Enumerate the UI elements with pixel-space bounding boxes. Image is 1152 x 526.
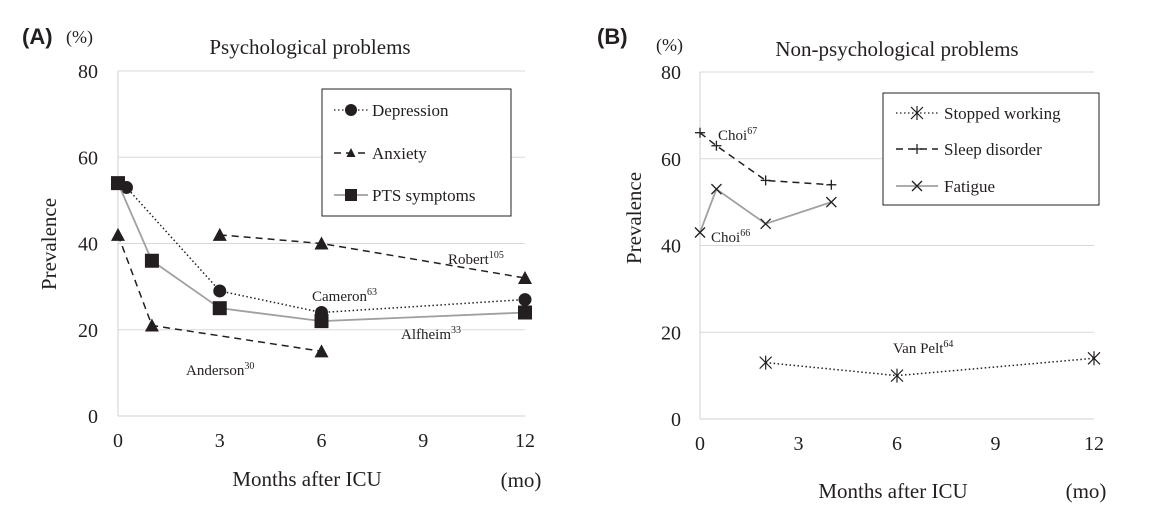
panel-b-ytick-40: 40 bbox=[661, 236, 681, 258]
panel-a-xtick-9: 9 bbox=[418, 430, 428, 452]
panel-a-xtick-3: 3 bbox=[215, 430, 225, 452]
panel-b-series-fatigue-point-3-stroke bbox=[825, 196, 837, 208]
panel-b-xtick-3: 3 bbox=[794, 433, 804, 455]
panel-b-series-fatigue-line bbox=[699, 187, 832, 233]
annotation-choi-67: Choi67 bbox=[718, 126, 757, 144]
panel-b-unit-label: (%) bbox=[656, 35, 683, 56]
panel-a-xtick-0: 0 bbox=[113, 430, 123, 452]
panel-a-series-pts-symptoms bbox=[111, 176, 532, 329]
legend-pts-marker bbox=[345, 189, 357, 201]
panel-a-title: Psychological problems bbox=[209, 35, 410, 59]
panel-b-series bbox=[694, 127, 1101, 383]
panel-b-legend: Stopped working Sleep disorder Fatigue bbox=[882, 92, 1100, 206]
panel-a-series-anxiety-point-0 bbox=[111, 227, 125, 241]
panel-b-series-sleep-disorder-point-1 bbox=[711, 140, 722, 151]
legend-depression-marker bbox=[345, 104, 357, 116]
panel-b-series-stopped-working-point-0 bbox=[759, 355, 773, 370]
panel-a-xtick-12: 12 bbox=[515, 430, 535, 452]
annotation-anderson: Anderson30 bbox=[186, 361, 254, 379]
panel-b-series-stopped-working-point-2 bbox=[1087, 351, 1101, 366]
panel-a-series-pts-symptoms-point-0 bbox=[111, 176, 125, 191]
panel-a-series bbox=[111, 176, 532, 358]
annotation-alfheim: Alfheim33 bbox=[401, 325, 461, 343]
panel-a-x-unit: (mo) bbox=[501, 468, 542, 492]
legend-fatigue-marker bbox=[911, 180, 923, 192]
panel-b-label: (B) bbox=[597, 24, 628, 49]
panel-b-series-fatigue-point-0 bbox=[694, 227, 706, 238]
panel-a-series-pts-symptoms-point-3 bbox=[314, 314, 329, 329]
panel-a-ytick-60: 60 bbox=[78, 147, 98, 169]
panel-a-ytick-80: 80 bbox=[78, 61, 98, 83]
panel-b-ytick-0: 0 bbox=[671, 409, 681, 431]
legend-anxiety-label: Anxiety bbox=[372, 144, 427, 163]
panel-a-tick-labels: 0 20 40 60 80 0 3 6 9 12 bbox=[78, 61, 535, 452]
panel-a-ylabel: Prevalence bbox=[37, 198, 61, 290]
panel-b-ytick-80: 80 bbox=[661, 62, 681, 84]
panel-b-series-sleep-disorder-line bbox=[699, 132, 832, 186]
panel-b-series-fatigue-point-2 bbox=[760, 218, 772, 230]
panel-b-series-fatigue-point-1-stroke bbox=[710, 183, 722, 195]
panel-b-xtick-12: 12 bbox=[1084, 433, 1104, 455]
panel-b-x-unit: (mo) bbox=[1066, 479, 1107, 503]
panel-a-ytick-20: 20 bbox=[78, 320, 98, 342]
panel-a-series-anxiety-point-2 bbox=[314, 344, 329, 358]
panel-b-series-sleep-disorder-point-3 bbox=[826, 179, 837, 190]
panel-b-series-stopped-working bbox=[759, 351, 1101, 383]
panel-b-series-stopped-working-line bbox=[765, 357, 1095, 377]
legend-pts-label: PTS symptoms bbox=[372, 186, 475, 205]
legend-sleep-disorder-label: Sleep disorder bbox=[944, 140, 1042, 159]
panel-a-legend: Depression Anxiety PTS symptoms bbox=[321, 88, 512, 217]
panel-b-ylabel: Prevalence bbox=[622, 172, 646, 264]
panel-a-series-unnamed-2-point-2 bbox=[518, 271, 532, 284]
panel-a-label: (A) bbox=[22, 24, 53, 49]
panel-b-xtick-0: 0 bbox=[695, 433, 705, 455]
panel-a-series-pts-symptoms-point-1 bbox=[144, 253, 159, 268]
panel-a-series-depression-point-4 bbox=[518, 293, 532, 307]
panel-b-xtick-9: 9 bbox=[991, 433, 1001, 455]
panel-a-series-anxiety-point-1 bbox=[144, 318, 159, 332]
panel-b-series-fatigue-point-1 bbox=[710, 183, 722, 195]
annotation-choi-66: Choi66 bbox=[711, 228, 750, 246]
panel-b-series-sleep-disorder-point-0 bbox=[695, 127, 705, 138]
annotation-robert: Robert105 bbox=[448, 250, 504, 268]
panel-b-series-fatigue-point-0-stroke bbox=[694, 227, 706, 238]
panel-b-xlabel: Months after ICU bbox=[818, 479, 967, 503]
panel-a-series-pts-symptoms-point-2 bbox=[212, 301, 227, 316]
legend-anxiety-marker bbox=[346, 148, 356, 157]
panel-b-series-fatigue-point-2-stroke bbox=[760, 218, 772, 230]
annotation-van-pelt: Van Pelt64 bbox=[893, 339, 953, 357]
panel-b-series-fatigue-point-3 bbox=[825, 196, 837, 208]
legend-stopped-working-marker bbox=[910, 106, 924, 120]
panel-b-series-fatigue bbox=[694, 183, 837, 238]
panel-b-tick-labels: 0 20 40 60 80 0 3 6 9 12 bbox=[661, 62, 1104, 455]
legend-stopped-working-label: Stopped working bbox=[944, 104, 1061, 123]
panel-a-series-pts-symptoms-point-4 bbox=[518, 305, 532, 320]
legend-sleep-disorder-marker bbox=[912, 144, 922, 154]
panel-a: (A) (%) Psychological problems Prevalenc… bbox=[22, 24, 541, 492]
panel-a-xtick-6: 6 bbox=[317, 430, 327, 452]
legend-fatigue-label: Fatigue bbox=[944, 177, 995, 196]
panel-a-xlabel: Months after ICU bbox=[232, 467, 381, 491]
panel-a-ytick-0: 0 bbox=[88, 406, 98, 428]
panel-b: (B) (%) Non-psychological problems Preva… bbox=[597, 24, 1106, 503]
panel-a-ytick-40: 40 bbox=[78, 234, 98, 256]
panel-a-series-unnamed-2 bbox=[212, 227, 532, 284]
panel-a-series-unnamed-2-point-1 bbox=[314, 236, 329, 250]
annotation-cameron: Cameron63 bbox=[312, 287, 377, 305]
panel-a-series-unnamed-2-point-0 bbox=[212, 227, 227, 241]
panel-b-series-sleep-disorder-point-2 bbox=[760, 175, 771, 186]
panel-a-series-anxiety bbox=[111, 227, 329, 358]
legend-depression-label: Depression bbox=[372, 101, 449, 120]
panel-b-ytick-60: 60 bbox=[661, 149, 681, 171]
panel-b-title: Non-psychological problems bbox=[775, 37, 1018, 61]
panel-b-ytick-20: 20 bbox=[661, 322, 681, 344]
panel-b-series-stopped-working-point-1 bbox=[890, 368, 904, 383]
panel-b-xtick-6: 6 bbox=[892, 433, 902, 455]
panel-a-unit-label: (%) bbox=[66, 27, 93, 48]
panel-b-series-sleep-disorder bbox=[695, 127, 837, 190]
panel-a-series-depression-point-2 bbox=[213, 284, 227, 298]
